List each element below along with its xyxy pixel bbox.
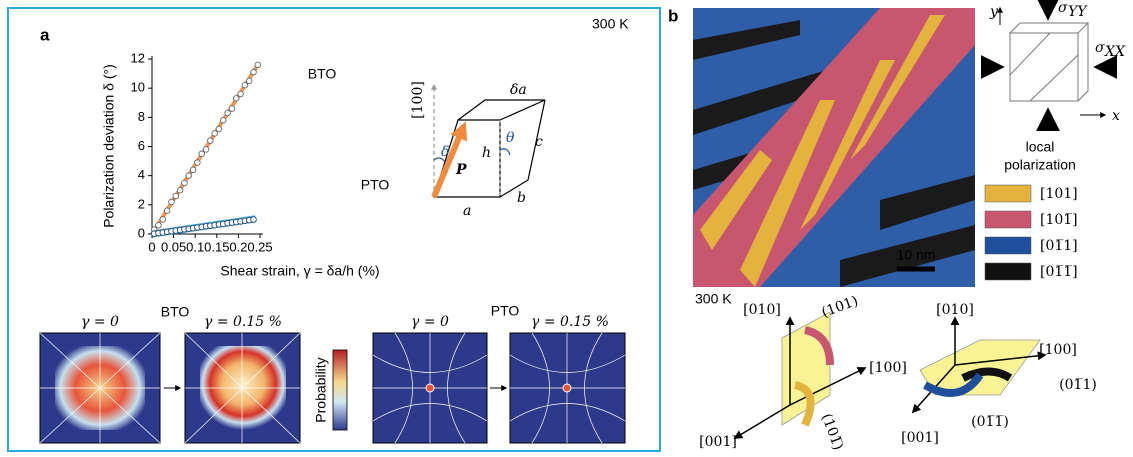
- data-point: [225, 110, 231, 116]
- data-point: [251, 217, 257, 223]
- plane-label: (01̅1): [1059, 377, 1097, 393]
- data-point: [156, 222, 162, 228]
- y-tick-label: 2: [138, 196, 145, 211]
- domain-image: [693, 8, 975, 287]
- label: δa: [510, 82, 527, 98]
- axis-label: [010]: [743, 302, 781, 318]
- axis-label: [010]: [936, 302, 974, 318]
- axis-label: [001]: [901, 430, 939, 446]
- axis-label: x: [1112, 108, 1120, 124]
- data-point: [186, 173, 192, 179]
- x-tick-label: 0.05: [161, 239, 186, 254]
- axis-label: [100]: [869, 360, 907, 376]
- axis-label: [100]: [1039, 342, 1077, 358]
- temperature: 300 K: [695, 291, 732, 307]
- x-tick-label: 0: [148, 239, 155, 254]
- label: b: [517, 190, 526, 206]
- stress-cube: [985, 2, 1115, 128]
- map-label: γ = 0: [411, 314, 449, 330]
- x-tick-label: 0.15: [204, 239, 229, 254]
- data-point: [220, 117, 226, 123]
- legend-label: [01̅1̅]: [1040, 264, 1078, 280]
- y-tick-label: 12: [131, 50, 145, 65]
- data-point: [229, 106, 235, 112]
- probability-maps: [40, 333, 625, 443]
- scale-bar-label: 10 nm: [897, 247, 936, 263]
- y-tick-label: 0: [138, 225, 145, 240]
- data-point: [199, 151, 205, 157]
- data-point: [169, 199, 175, 205]
- plane-label: (101): [820, 293, 861, 321]
- data-point: [208, 138, 214, 144]
- y-tick-label: 10: [131, 80, 145, 95]
- label: a: [463, 203, 471, 219]
- axis-label: y: [989, 4, 999, 20]
- label: h: [482, 145, 491, 161]
- temperature: 300 K: [592, 16, 629, 32]
- data-point: [182, 180, 188, 186]
- map-label: PTO: [491, 303, 520, 319]
- plane-label: (01̅1̅): [971, 414, 1009, 430]
- series-label: BTO: [308, 66, 337, 82]
- map-label: γ = 0.15 %: [204, 314, 282, 330]
- stress-label: YY: [1068, 4, 1088, 20]
- legend-title: polarization: [1004, 157, 1076, 173]
- data-point: [195, 160, 201, 166]
- data-point: [173, 193, 179, 199]
- data-point: [190, 167, 196, 173]
- data-point: [177, 187, 183, 193]
- data-point: [203, 147, 209, 153]
- series-label: PTO: [361, 177, 390, 193]
- map-label: γ = 0.15 %: [531, 314, 609, 330]
- direction: [100]: [410, 81, 426, 119]
- colorbar-label: Probability: [313, 357, 329, 422]
- label: c: [535, 134, 543, 150]
- label: P: [455, 162, 467, 178]
- x-tick-label: 0.2: [229, 239, 247, 254]
- page: {"panel_a": {"label": "a", "temperature"…: [0, 0, 1133, 457]
- legend-swatch: [985, 263, 1031, 280]
- data-point: [212, 131, 218, 137]
- legend-swatch: [985, 185, 1031, 202]
- legend-swatch: [985, 211, 1031, 228]
- data-point: [233, 96, 239, 102]
- stress-label: XX: [1104, 44, 1126, 60]
- data-point: [251, 69, 257, 75]
- axis-label: [001]: [699, 434, 737, 450]
- legend: [101] [101̅] [01̅1] [01̅1̅]: [985, 185, 1078, 280]
- map-label: γ = 0: [81, 314, 119, 330]
- map-label: BTO: [161, 304, 190, 320]
- legend-label: [01̅1]: [1040, 238, 1078, 254]
- panel-label: b: [668, 6, 678, 25]
- y-tick-label: 8: [138, 109, 145, 124]
- stress-label: σ: [1095, 40, 1105, 56]
- data-point: [216, 126, 222, 132]
- y-tick-label: 4: [138, 167, 145, 182]
- label: θ: [506, 130, 515, 146]
- legend-title: local: [1026, 139, 1055, 155]
- data-point: [164, 208, 170, 214]
- figure: a 300 K 0 2 4 6 8 10 12 0 0.050.10.150.20.25 Shea…: [0, 0, 1133, 457]
- x-axis-label: Shear strain, γ = δa/h (%): [220, 263, 379, 279]
- y-tick-label: 6: [138, 138, 145, 153]
- data-point: [242, 82, 248, 88]
- legend-swatch: [985, 237, 1031, 254]
- x-tick-label: 0.1: [186, 239, 204, 254]
- schematic: [434, 85, 545, 197]
- label: δ: [441, 144, 449, 160]
- legend-label: [101̅]: [1040, 212, 1078, 228]
- data-point: [160, 217, 166, 223]
- panel-label: a: [40, 25, 50, 44]
- legend-label: [101]: [1040, 186, 1078, 202]
- plane-label: (101̅): [818, 412, 846, 453]
- data-point: [246, 78, 252, 84]
- y-axis-label: Polarization deviation δ (°): [101, 64, 117, 228]
- stress-label: σ: [1058, 0, 1068, 16]
- data-point: [255, 62, 261, 68]
- data-point: [238, 91, 244, 97]
- x-tick-label: 0.25: [247, 239, 272, 254]
